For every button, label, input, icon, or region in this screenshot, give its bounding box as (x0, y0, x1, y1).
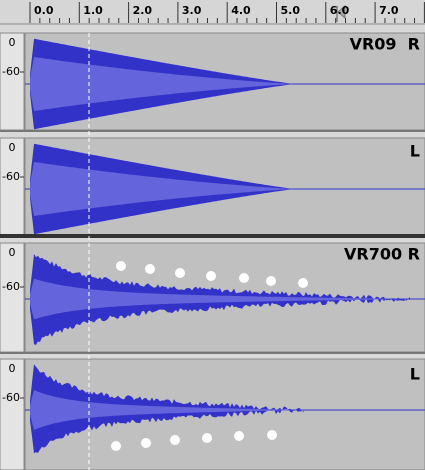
ruler-label: 1.0 (83, 4, 103, 17)
ruler-label: 6.0 (330, 4, 350, 17)
scale-label: -60 (2, 65, 20, 78)
marker-dot (206, 271, 216, 281)
track-name: VR09 R (350, 35, 420, 54)
scale-label: -60 (2, 391, 20, 404)
marker-dot (141, 438, 151, 448)
ruler-label: 3.0 (182, 4, 202, 17)
track-name: L (410, 142, 420, 161)
play-marker[interactable] (337, 4, 346, 20)
timeline-ruler[interactable] (0, 0, 425, 24)
waveform-rms (30, 390, 304, 430)
waveform-rms (30, 162, 294, 216)
track-name: VR700 R (344, 245, 420, 264)
ruler-label: 5.0 (281, 4, 301, 17)
marker-dot (202, 433, 212, 443)
scale-label: -60 (2, 170, 20, 183)
marker-dot (116, 261, 126, 271)
marker-dot (170, 435, 180, 445)
marker-dot (267, 430, 277, 440)
marker-dot (175, 268, 185, 278)
waveform-rms (30, 278, 410, 320)
ruler-label: 2.0 (133, 4, 153, 17)
marker-dot (298, 278, 308, 288)
scale-label: 0 (9, 36, 16, 49)
track-name: L (410, 365, 420, 384)
waveform-rms (30, 57, 294, 111)
scale-label: 0 (9, 141, 16, 154)
ruler-label: 4.0 (231, 4, 251, 17)
scale-label: -60 (2, 280, 20, 293)
marker-dot (111, 441, 121, 451)
track-gutter (0, 358, 25, 470)
ruler-label: 7.0 (379, 4, 399, 17)
ruler-label: 0.0 (34, 4, 54, 17)
marker-dot (145, 264, 155, 274)
marker-dot (234, 431, 244, 441)
scale-label: 0 (9, 246, 16, 259)
marker-dot (266, 276, 276, 286)
marker-dot (239, 273, 249, 283)
track-gutter (0, 32, 25, 131)
track-gutter (0, 242, 25, 353)
scale-label: 0 (9, 362, 16, 375)
